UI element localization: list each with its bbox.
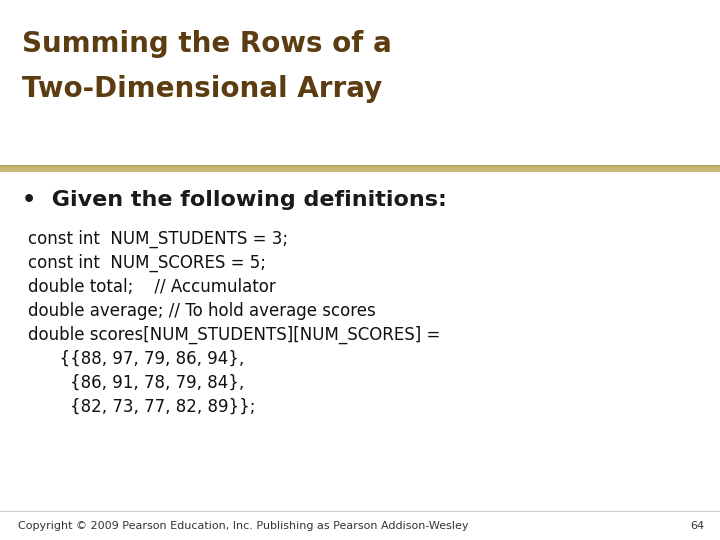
Bar xyxy=(0,165,720,172)
Text: •  Given the following definitions:: • Given the following definitions: xyxy=(22,190,447,210)
Text: const int  NUM_STUDENTS = 3;: const int NUM_STUDENTS = 3; xyxy=(28,230,288,248)
Text: const int  NUM_SCORES = 5;: const int NUM_SCORES = 5; xyxy=(28,254,266,272)
Text: {{88, 97, 79, 86, 94},: {{88, 97, 79, 86, 94}, xyxy=(28,350,244,368)
Text: Summing the Rows of a: Summing the Rows of a xyxy=(22,30,392,58)
Text: Two-Dimensional Array: Two-Dimensional Array xyxy=(22,75,382,103)
Text: 64: 64 xyxy=(690,521,704,531)
Text: double average; // To hold average scores: double average; // To hold average score… xyxy=(28,302,376,320)
Text: double total;    // Accumulator: double total; // Accumulator xyxy=(28,278,276,296)
Bar xyxy=(0,165,720,167)
Text: {82, 73, 77, 82, 89}};: {82, 73, 77, 82, 89}}; xyxy=(28,397,256,416)
Text: Copyright © 2009 Pearson Education, Inc. Publishing as Pearson Addison-Wesley: Copyright © 2009 Pearson Education, Inc.… xyxy=(18,521,469,531)
Bar xyxy=(0,511,720,512)
Text: {86, 91, 78, 79, 84},: {86, 91, 78, 79, 84}, xyxy=(28,374,244,391)
Text: double scores[NUM_STUDENTS][NUM_SCORES] =: double scores[NUM_STUDENTS][NUM_SCORES] … xyxy=(28,326,441,344)
